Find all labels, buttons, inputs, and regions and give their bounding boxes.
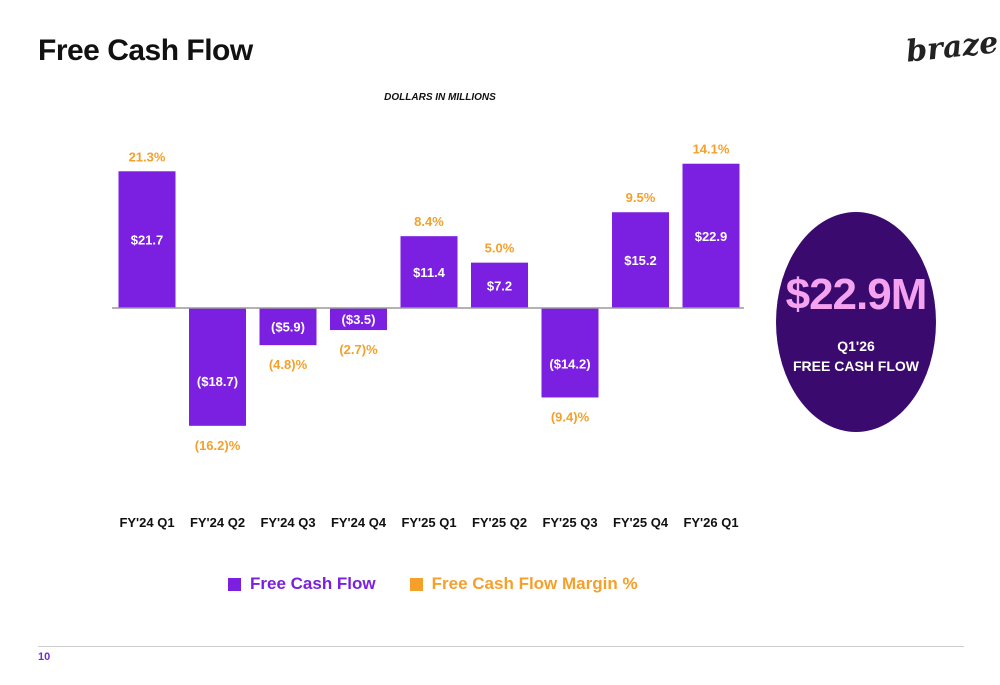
bar-free-cash-flow [541,308,599,398]
margin-label: 8.4% [414,214,444,229]
margin-label: (2.7)% [339,342,378,357]
margin-label: (9.4)% [551,409,590,424]
bar-value-label: ($14.2) [549,356,590,371]
bar-free-cash-flow [259,308,317,346]
highlight-value: $22.9M [785,270,928,319]
bar-free-cash-flow [189,308,246,426]
bar-free-cash-flow [330,308,387,331]
margin-label: 5.0% [485,241,515,256]
legend-swatch-free-cash-flow [228,577,241,591]
margin-label: 21.3% [129,149,166,164]
margin-label: (4.8)% [269,357,308,372]
category-label: FY'24 Q2 [190,515,245,530]
highlight-circle: $22.9M Q1'26 FREE CASH FLOW [776,212,936,432]
bar-value-label: ($5.9) [271,320,305,335]
bar-value-label: $15.2 [624,253,657,268]
legend-item-margin: Free Cash Flow Margin % [409,574,638,594]
bar-value-label: $7.2 [487,278,512,293]
legend-item-free-cash-flow: Free Cash Flow [228,574,376,594]
highlight-period: Q1'26 [837,338,875,354]
legend-label-margin: Free Cash Flow Margin % [431,574,638,593]
bar-free-cash-flow [400,236,458,308]
chart-legend: Free Cash Flow Free Cash Flow Margin % [228,574,672,594]
bar-value-label: ($3.5) [342,312,376,327]
category-label: FY'26 Q1 [683,515,738,530]
category-label: FY'24 Q4 [331,515,387,530]
page-number: 10 [38,651,51,663]
margin-label: (16.2)% [195,438,241,453]
bar-value-label: $11.4 [413,265,446,280]
footer-divider [38,646,964,647]
bar-value-label: ($18.7) [197,374,238,389]
bar-free-cash-flow [118,171,176,308]
category-label: FY'25 Q2 [472,515,527,530]
bar-free-cash-flow [682,163,740,308]
page-title: Free Cash Flow [38,34,253,67]
margin-label: 9.5% [626,190,656,205]
category-label: FY'25 Q1 [401,515,456,530]
chart-subtitle: DOLLARS IN MILLIONS [384,92,496,103]
legend-swatch-margin [409,577,423,591]
category-label: FY'24 Q1 [119,515,174,530]
margin-label: 14.1% [693,142,730,157]
bar-free-cash-flow [612,212,669,308]
category-label: FY'25 Q4 [613,515,669,530]
highlight-caption: FREE CASH FLOW [793,358,919,374]
bar-value-label: $21.7 [131,233,164,248]
category-label: FY'24 Q3 [260,515,315,530]
legend-label-free-cash-flow: Free Cash Flow [250,574,376,593]
category-label: FY'25 Q3 [542,515,597,530]
bar-free-cash-flow [471,262,528,308]
bar-value-label: $22.9 [695,229,728,244]
